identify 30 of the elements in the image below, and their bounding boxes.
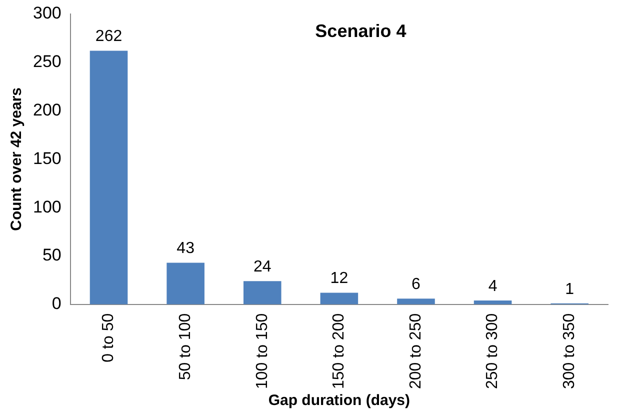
x-tick-label: 0 to 50 [100,313,118,362]
y-tick-label: 100 [32,197,62,216]
data-label: 6 [412,276,421,293]
x-tick-label: 50 to 100 [176,313,194,380]
x-tick-label: 250 to 300 [484,313,502,389]
data-label: 43 [176,240,195,258]
y-tick-label: 200 [32,100,62,120]
data-label: 24 [253,258,272,276]
y-tick-label: 300 [32,4,62,23]
y-tick-label: 150 [32,148,62,168]
bar [320,292,358,304]
data-label: 1 [565,280,574,298]
bar [397,298,435,304]
y-tick-label: 50 [42,246,62,265]
bar [243,281,282,304]
y-tick-label: 0 [52,294,62,314]
bar [166,262,204,304]
data-label: 4 [488,278,498,295]
y-axis-title: Count over 42 years [8,87,26,231]
x-tick-label: 300 to 350 [561,313,578,389]
data-label: 262 [95,28,122,46]
x-tick-label: 100 to 150 [254,313,271,389]
data-label: 12 [330,270,348,288]
chart-title: Scenario 4 [315,20,406,41]
bar [90,50,128,304]
y-tick-label: 250 [32,52,62,72]
x-tick-label: 200 to 250 [407,313,424,389]
x-axis-title: Gap duration (days) [268,392,410,410]
x-tick-label: 150 to 200 [330,313,348,389]
bar [474,300,512,304]
